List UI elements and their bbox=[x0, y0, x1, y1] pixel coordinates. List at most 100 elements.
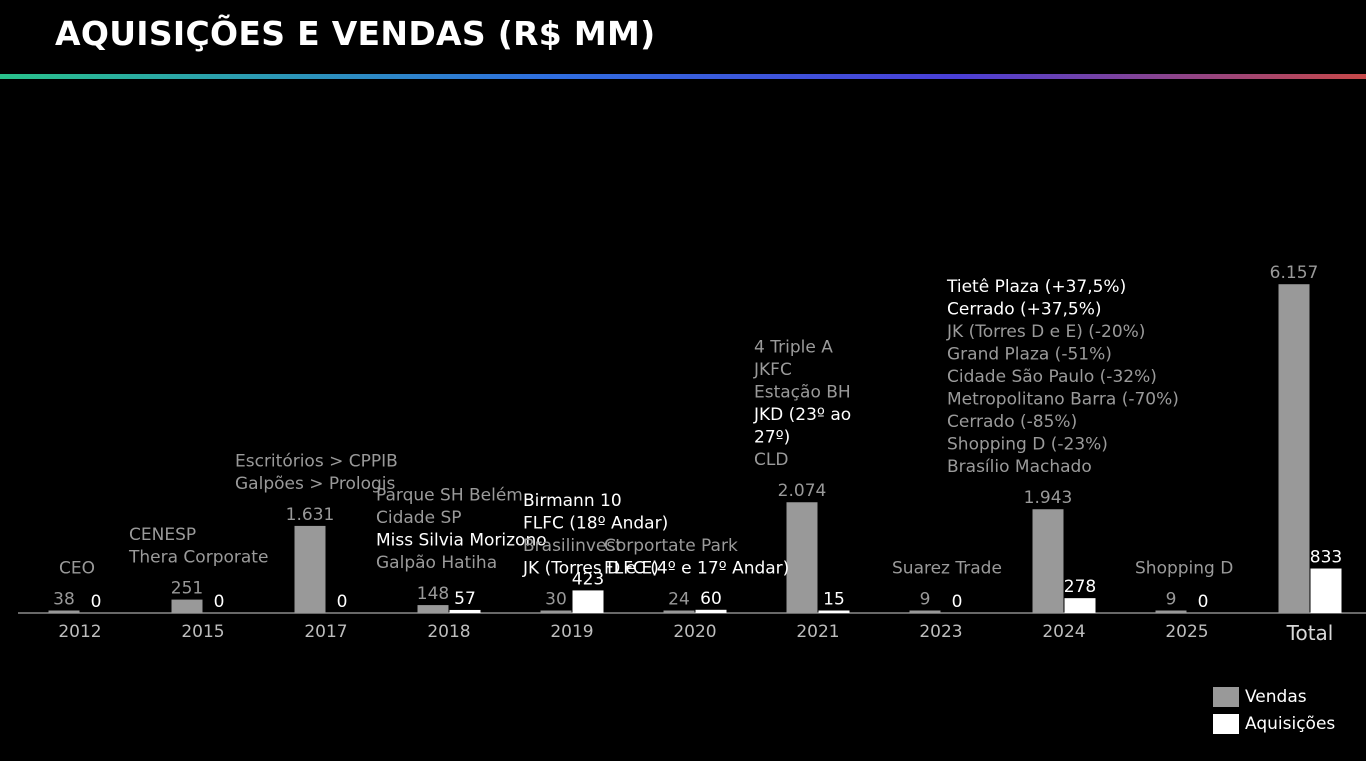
aquisicoes-value-label-2023: 0 bbox=[952, 592, 963, 612]
vendas-bar-2017 bbox=[294, 525, 326, 613]
annotation-2017: Escritórios > CPPIB Galpões > Prologis bbox=[235, 451, 398, 494]
annotation-line: FLFC (4º e 17º Andar) bbox=[604, 559, 789, 579]
aquisicoes-value-label-2024: 278 bbox=[1064, 577, 1096, 597]
category-tick-label-2015: 2015 bbox=[181, 622, 224, 642]
annotation-2023: Suarez Trade bbox=[892, 559, 1002, 579]
category-tick-label-2017: 2017 bbox=[304, 622, 347, 642]
annotation-line: Shopping D (-23%) bbox=[947, 435, 1108, 455]
vendas-value-label-2017: 1.631 bbox=[286, 505, 335, 525]
annotation-2015: CENESP Thera Corporate bbox=[128, 525, 268, 568]
legend-label-aquisicoes: Aquisições bbox=[1245, 714, 1336, 734]
legend-swatch-aquisicoes bbox=[1213, 714, 1239, 734]
vendas-bar-2019 bbox=[540, 610, 572, 613]
aquisicoes-bar-2021 bbox=[818, 610, 850, 613]
bars-layer bbox=[48, 284, 1342, 613]
vendas-bar-2015 bbox=[171, 599, 203, 613]
aquisicoes-bar-2024 bbox=[1064, 598, 1096, 613]
annotation-2019: Birmann 10 FLFC (18º Andar)Brasilinvest JK… bbox=[522, 491, 668, 579]
annotation-line: CEO bbox=[59, 559, 95, 579]
vendas-value-label-2015: 251 bbox=[171, 579, 203, 599]
legend-item-aquisicoes: Aquisições bbox=[1213, 713, 1335, 735]
annotation-line: FLFC (18º Andar) bbox=[523, 514, 668, 534]
vendas-value-label-2012: 38 bbox=[53, 590, 75, 610]
legend-label-vendas: Vendas bbox=[1245, 687, 1307, 707]
vendas-bar-2012 bbox=[48, 610, 80, 613]
aquisicoes-value-label-2025: 0 bbox=[1198, 592, 1209, 612]
annotation-2024: Tietê Plaza (+37,5%) Cerrado (+37,5%)JK (… bbox=[946, 277, 1179, 477]
annotation-line: Birmann 10 bbox=[523, 491, 622, 511]
vendas-value-label-2024: 1.943 bbox=[1024, 488, 1073, 508]
title-gradient-rule bbox=[0, 74, 1366, 79]
annotation-line: CENESP bbox=[129, 525, 196, 545]
vendas-bar-2020 bbox=[663, 610, 695, 613]
vendas-value-label-2020: 24 bbox=[668, 590, 690, 610]
annotation-line: 4 Triple A bbox=[754, 338, 833, 358]
annotation-line: Cidade SP bbox=[376, 508, 462, 528]
category-tick-label-total: Total bbox=[1286, 621, 1334, 645]
aquisicoes-value-label-2020: 60 bbox=[700, 589, 722, 609]
annotation-line: Estação BH bbox=[754, 383, 851, 403]
vendas-value-label-2023: 9 bbox=[920, 590, 931, 610]
annotation-line: Corportate Park bbox=[604, 536, 738, 556]
annotation-line: CLD bbox=[754, 450, 788, 470]
annotation-line: Cerrado (+37,5%) bbox=[947, 300, 1102, 320]
vendas-bar-2023 bbox=[909, 610, 941, 613]
annotation-line: Thera Corporate bbox=[128, 548, 268, 568]
vendas-bar-total bbox=[1278, 284, 1310, 613]
aquisicoes-value-label-2017: 0 bbox=[337, 592, 348, 612]
legend-item-vendas: Vendas bbox=[1213, 686, 1307, 708]
annotation-line: Miss Silvia Morizono bbox=[376, 531, 547, 551]
annotation-line: JKFC bbox=[753, 360, 792, 380]
legend-swatch-vendas bbox=[1213, 687, 1239, 707]
category-tick-label-2012: 2012 bbox=[58, 622, 101, 642]
vendas-bar-2021 bbox=[786, 502, 818, 613]
annotation-line: Brasilinvest bbox=[523, 536, 622, 556]
vendas-value-label-2021: 2.074 bbox=[778, 481, 827, 501]
annotation-line: Galpão Hatiha bbox=[376, 553, 497, 573]
aquisicoes-value-label-total: 833 bbox=[1310, 548, 1342, 568]
category-tick-label-2020: 2020 bbox=[673, 622, 716, 642]
category-tick-label-2025: 2025 bbox=[1165, 622, 1208, 642]
annotation-line: 27º) bbox=[754, 428, 790, 448]
annotation-line: Escritórios > CPPIB bbox=[235, 451, 398, 471]
vendas-value-label-total: 6.157 bbox=[1270, 263, 1319, 283]
aquisicoes-value-label-2019: 423 bbox=[572, 569, 604, 589]
vendas-bar-2024 bbox=[1032, 509, 1064, 613]
aquisicoes-value-label-2015: 0 bbox=[214, 592, 225, 612]
annotation-line: Galpões > Prologis bbox=[235, 474, 395, 494]
annotations-layer: CEO CENESP Thera Corporate Escritórios > CP… bbox=[59, 277, 1233, 578]
annotation-2012: CEO bbox=[59, 559, 95, 579]
aquisicoes-bar-2019 bbox=[572, 590, 604, 613]
aquisicoes-bar-2020 bbox=[695, 609, 727, 613]
vendas-value-label-2019: 30 bbox=[545, 590, 567, 610]
vendas-bar-2018 bbox=[417, 605, 449, 613]
annotation-line: JK (Torres D e E) bbox=[522, 559, 659, 579]
annotation-line: Suarez Trade bbox=[892, 559, 1002, 579]
aquisicoes-value-label-2021: 15 bbox=[823, 590, 845, 610]
annotation-2025: Shopping D bbox=[1135, 559, 1233, 579]
annotation-line: Cerrado (-85%) bbox=[947, 412, 1077, 432]
annotation-line: JK (Torres D e E) (-20%) bbox=[946, 322, 1145, 342]
aquisicoes-value-label-2012: 0 bbox=[91, 592, 102, 612]
category-tick-label-2024: 2024 bbox=[1042, 622, 1085, 642]
annotation-line: Parque SH Belém bbox=[376, 486, 523, 506]
annotation-line: Tietê Plaza (+37,5%) bbox=[946, 277, 1126, 297]
category-tick-label-2019: 2019 bbox=[550, 622, 593, 642]
annotation-2020: Corportate Park FLFC (4º e 17º Andar) bbox=[604, 536, 789, 579]
annotation-line: Shopping D bbox=[1135, 559, 1233, 579]
category-tick-label-2018: 2018 bbox=[427, 622, 470, 642]
aquisicoes-value-label-2018: 57 bbox=[454, 589, 476, 609]
annotation-line: JKD (23º ao bbox=[753, 405, 851, 425]
category-tick-label-2023: 2023 bbox=[919, 622, 962, 642]
aquisicoes-bar-2018 bbox=[449, 609, 481, 613]
annotation-line: Brasílio Machado bbox=[947, 457, 1092, 477]
annotation-line: Grand Plaza (-51%) bbox=[947, 345, 1112, 365]
vendas-bar-2025 bbox=[1155, 610, 1187, 613]
vendas-value-label-2018: 148 bbox=[417, 584, 449, 604]
annotation-line: Cidade São Paulo (-32%) bbox=[947, 367, 1157, 387]
